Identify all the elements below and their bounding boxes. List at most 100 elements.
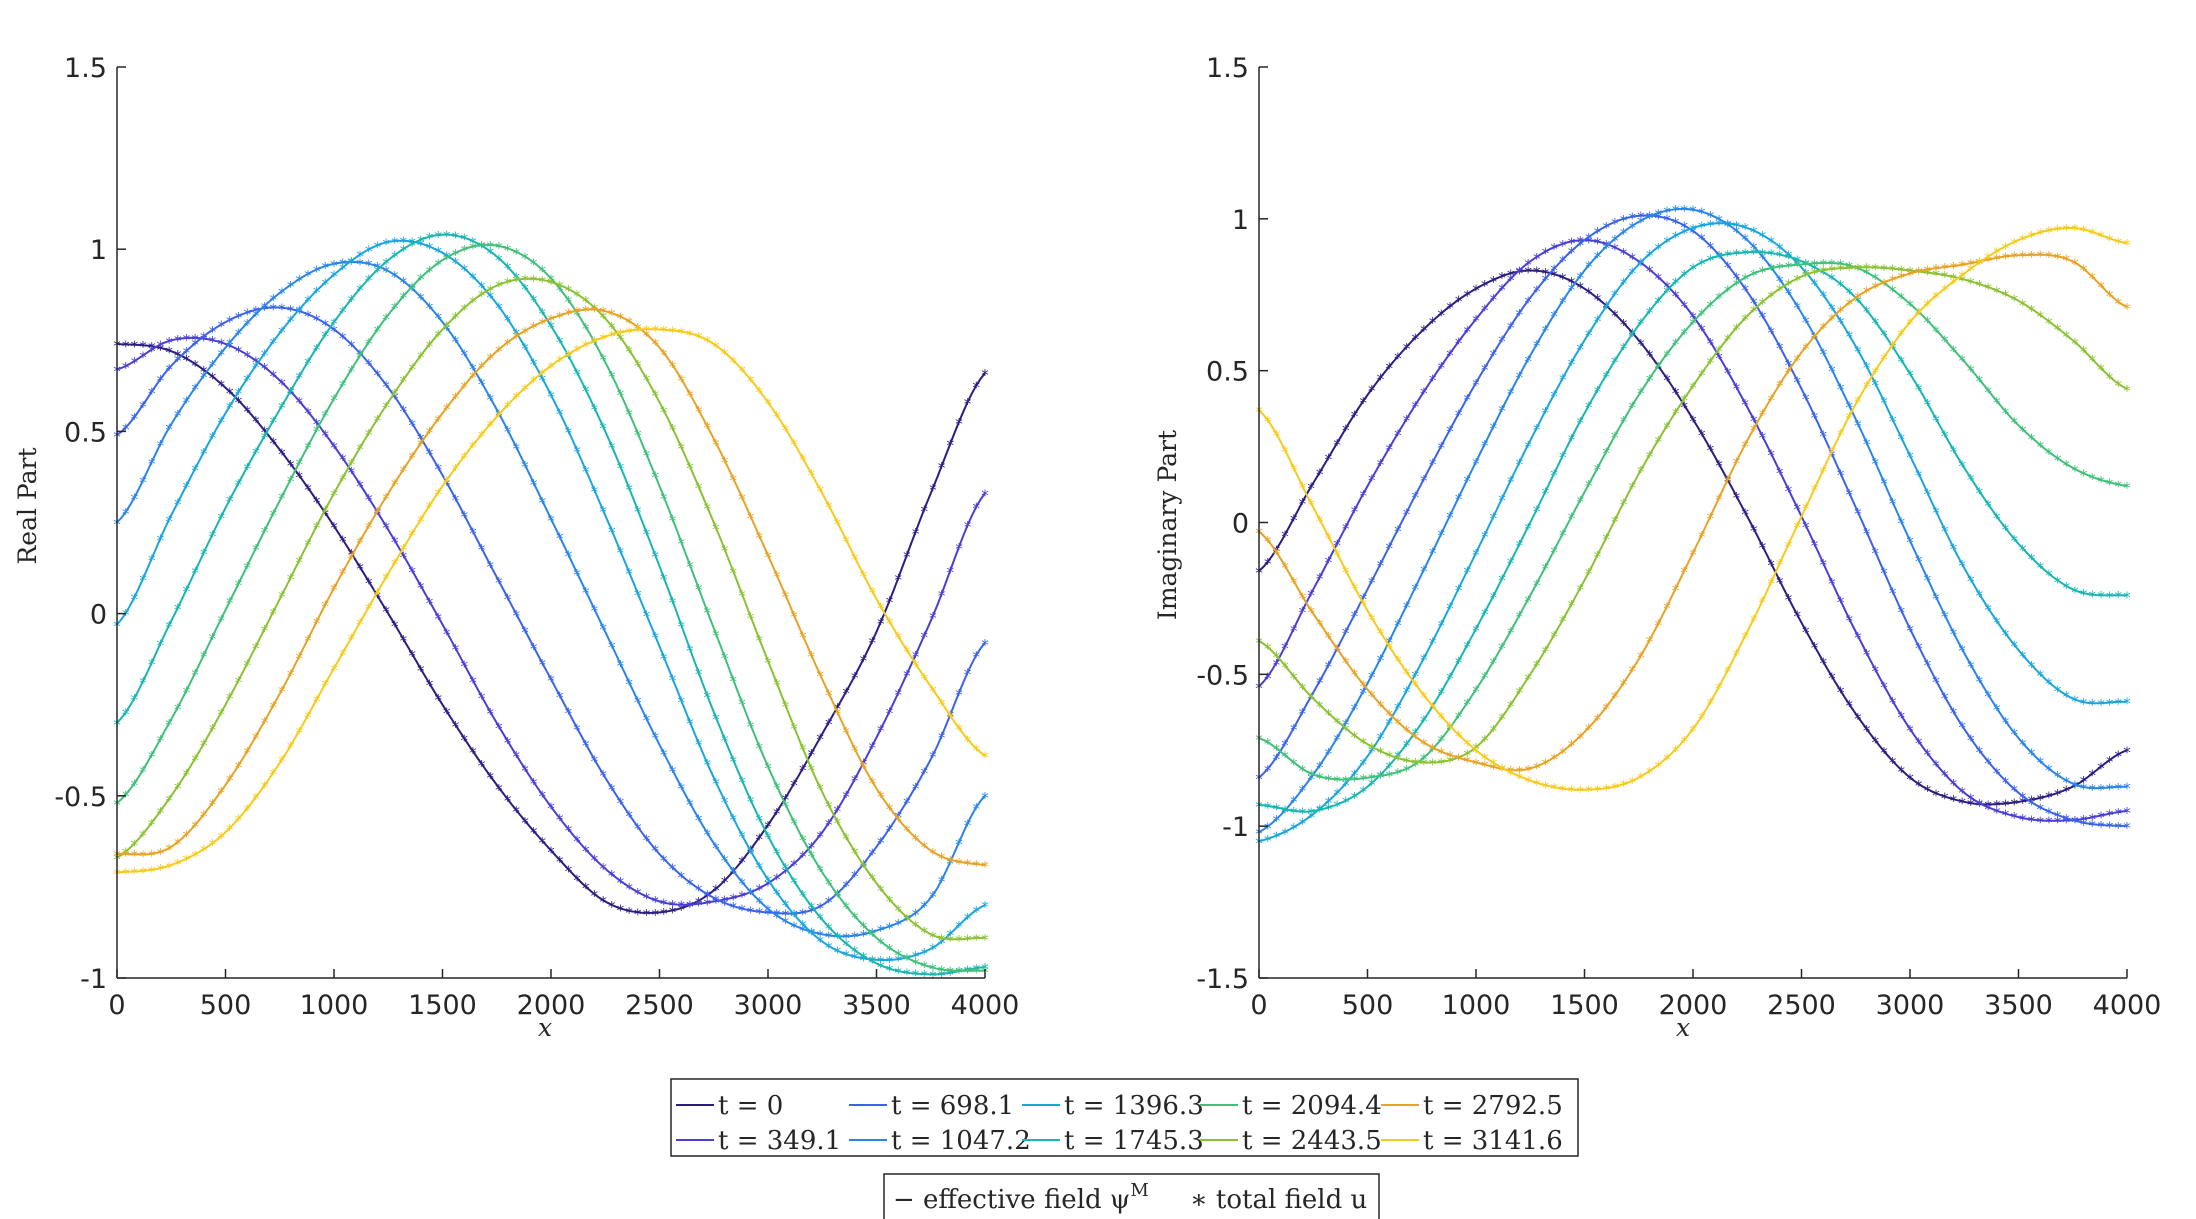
real-part-series-marker-8: * [686, 387, 694, 405]
real-part-series-marker-1: * [894, 686, 902, 704]
imaginary-part-series-marker-4: * [1845, 328, 1853, 346]
real-part-series-marker-4: * [955, 918, 963, 936]
real-part-series-marker-8: * [539, 315, 547, 333]
imaginary-part-series-marker-5: * [1698, 255, 1706, 273]
imaginary-part-series-marker-3: * [1950, 626, 1958, 644]
real-part-series-marker-6: * [165, 716, 173, 734]
imaginary-part-series-marker-7: * [1273, 649, 1281, 667]
real-part-series-marker-6: * [339, 377, 347, 395]
real-part-series-marker-2: * [382, 378, 390, 396]
real-part-series-marker-9: * [235, 812, 243, 830]
real-part-series-marker-3: * [721, 852, 729, 870]
imaginary-part-x-tick-label: 500 [1342, 990, 1394, 1021]
real-part-series-marker-3: * [643, 712, 651, 730]
imaginary-part-series-line-5 [1258, 250, 2128, 813]
real-part-series-marker-1: * [773, 870, 781, 888]
imaginary-part-series-marker-3: * [2019, 736, 2027, 754]
imaginary-part-series-marker-5: * [1342, 794, 1350, 812]
imaginary-part-series-marker-8: * [1264, 533, 1272, 551]
imaginary-part-series-marker-0: * [1446, 299, 1454, 317]
imaginary-part-series-marker-8: * [1741, 438, 1749, 456]
imaginary-part-series-marker-2: * [1967, 732, 1975, 750]
real-part-series-marker-6: * [573, 306, 581, 324]
imaginary-part-series-marker-5: * [1967, 471, 1975, 489]
real-part-series-marker-1: * [296, 394, 304, 412]
real-part-series-marker-8: * [842, 724, 850, 742]
real-part-series-marker-7: * [495, 278, 503, 296]
real-part-series-marker-0: * [408, 647, 416, 665]
real-part-series-marker-8: * [139, 847, 147, 865]
imaginary-part-series-marker-9: * [1698, 709, 1706, 727]
real-part-series-marker-5: * [434, 228, 442, 246]
real-part-series-marker-7: * [894, 902, 902, 920]
imaginary-part-series-marker-5: * [1472, 622, 1480, 640]
real-part-series-marker-7: * [235, 673, 243, 691]
imaginary-part-series-marker-6: * [1932, 323, 1940, 341]
real-part-series-marker-5: * [912, 967, 920, 985]
imaginary-part-series-marker-1: * [2010, 809, 2018, 827]
imaginary-part-series-marker-4: * [1446, 599, 1454, 617]
real-part-series-marker-8: * [599, 304, 607, 322]
real-part-axes: 0 500 1000 1500 2000 2500 3000 3500 4000-1-0.500… [54, 53, 1019, 1021]
imaginary-part-series-marker-4: * [1524, 438, 1532, 456]
real-part-series-marker-1: * [799, 848, 807, 866]
imaginary-part-series-marker-9: * [1438, 709, 1446, 727]
imaginary-part-series-marker-5: * [1637, 315, 1645, 333]
real-part-series-marker-8: * [712, 436, 720, 454]
imaginary-part-series-marker-0: * [1576, 279, 1584, 297]
imaginary-part-series-marker-3: * [1446, 509, 1454, 527]
imaginary-part-series-marker-0: * [1472, 282, 1480, 300]
real-part-series-marker-8: * [322, 598, 330, 616]
real-part-series-marker-8: * [816, 668, 824, 686]
real-part-series-marker-1: * [209, 333, 217, 351]
real-part-series-marker-3: * [469, 361, 477, 379]
real-part-series-marker-3: * [513, 440, 521, 458]
real-part-series-marker-9: * [756, 384, 764, 402]
imaginary-part-series-marker-0: * [1845, 697, 1853, 715]
imaginary-part-series-marker-6: * [2106, 475, 2114, 493]
imaginary-part-series-marker-3: * [1724, 217, 1732, 235]
imaginary-part-series-marker-7: * [1307, 690, 1315, 708]
real-part-series-marker-8: * [565, 306, 573, 324]
imaginary-part-series-marker-8: * [1932, 261, 1940, 279]
imaginary-part-series-marker-1: * [1281, 640, 1289, 658]
imaginary-part-series-marker-8: * [1889, 272, 1897, 290]
imaginary-part-series-marker-0: * [1724, 473, 1732, 491]
imaginary-part-series-marker-4: * [1377, 730, 1385, 748]
imaginary-part-series-marker-6: * [1663, 347, 1671, 365]
imaginary-part-series-marker-8: * [1316, 616, 1324, 634]
real-part-series-marker-2: * [660, 852, 668, 870]
imaginary-part-series-marker-3: * [1533, 337, 1541, 355]
imaginary-part-series-marker-2: * [2089, 817, 2097, 835]
imaginary-part-series-marker-1: * [1698, 321, 1706, 339]
imaginary-part-series-marker-8: * [1837, 303, 1845, 321]
real-part-series-marker-8: * [426, 424, 434, 442]
real-part-series-marker-0: * [469, 744, 477, 762]
real-part-series-marker-0: * [669, 903, 677, 921]
real-part-series-marker-3: * [356, 255, 364, 273]
imaginary-part-series-marker-9: * [1672, 742, 1680, 760]
real-part-series-marker-7: * [842, 830, 850, 848]
real-part-series-marker-7: * [530, 272, 538, 290]
imaginary-part-series-marker-9: * [2062, 221, 2070, 239]
imaginary-part-series-marker-8: * [1359, 677, 1367, 695]
imaginary-part-series-marker-9: * [1819, 463, 1827, 481]
real-part-series-marker-9: * [660, 323, 668, 341]
imaginary-part-series-marker-8: * [1403, 723, 1411, 741]
imaginary-part-series-marker-8: * [2071, 256, 2079, 274]
real-part-series-marker-6: * [495, 239, 503, 257]
real-part-series-marker-4: * [964, 910, 972, 928]
imaginary-part-series-marker-2: * [1663, 211, 1671, 229]
imaginary-part-series-marker-7: * [2097, 361, 2105, 379]
imaginary-part-series-marker-8: * [1394, 715, 1402, 733]
imaginary-part-series-marker-0: * [1568, 274, 1576, 292]
real-part-series-marker-4: * [452, 254, 460, 272]
real-part-series-marker-0: * [973, 378, 981, 396]
imaginary-part-series-marker-0: * [1385, 360, 1393, 378]
real-part-series-marker-2: * [157, 372, 165, 390]
real-part-series-marker-2: * [417, 431, 425, 449]
real-part-series-marker-1: * [252, 354, 260, 372]
real-part-y-tick-label: 1 [90, 235, 107, 266]
imaginary-part-series-marker-6: * [1359, 771, 1367, 789]
imaginary-part-series-marker-8: * [1811, 329, 1819, 347]
